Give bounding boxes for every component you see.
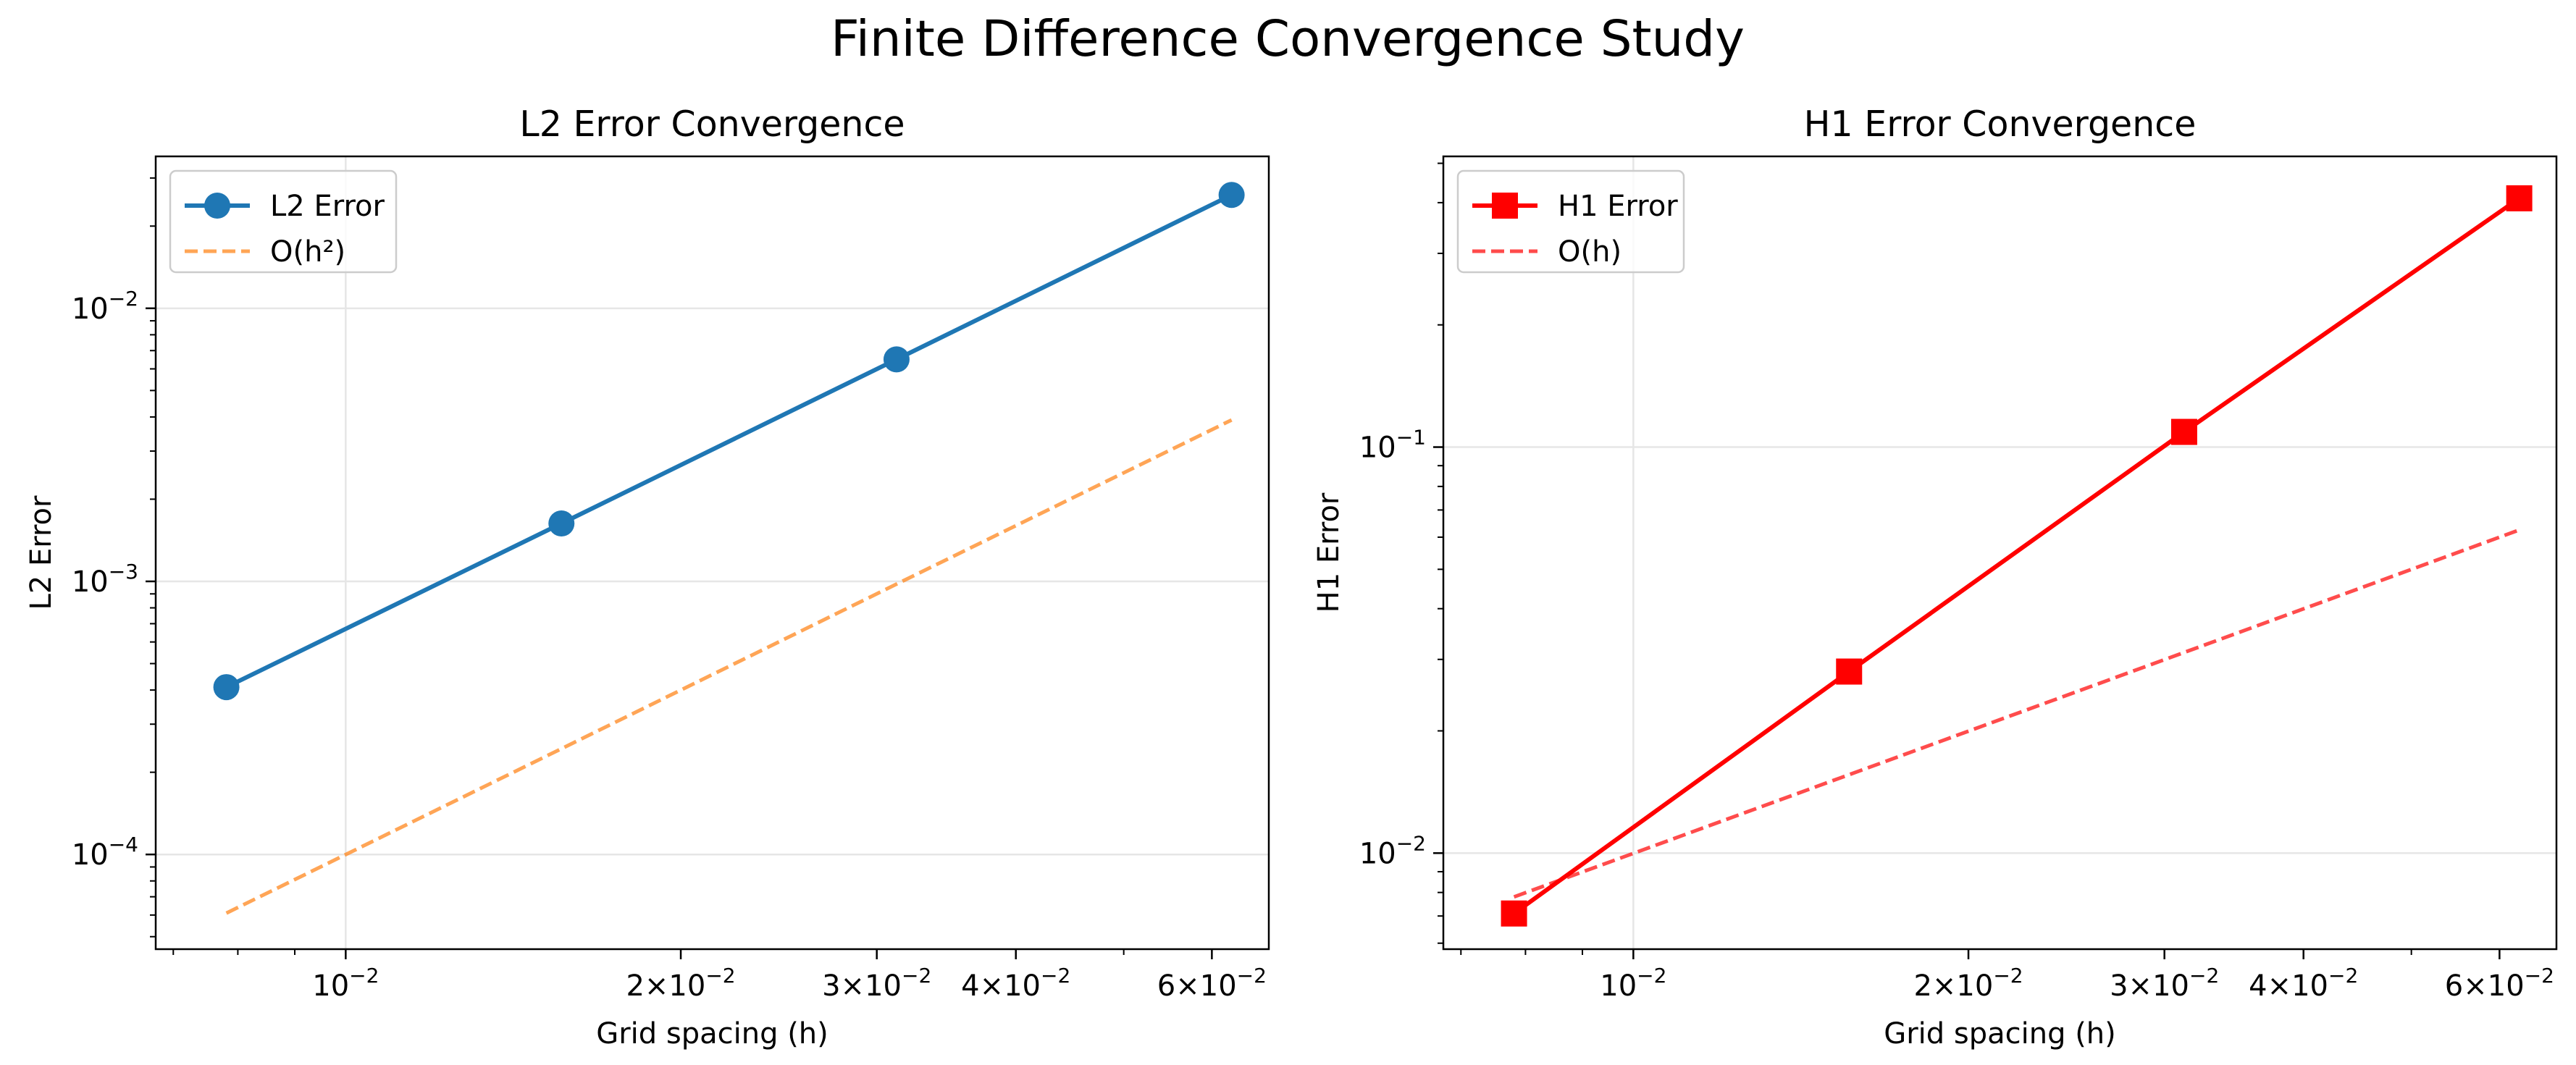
figure-title: Finite Difference Convergence Study xyxy=(831,10,1745,68)
x-tick-label: 10−2 xyxy=(312,964,379,1003)
axes-frame xyxy=(1442,155,2558,951)
data-point xyxy=(2506,185,2533,211)
series-line-1 xyxy=(1513,528,2520,899)
axes-title: L2 Error Convergence xyxy=(519,104,905,145)
y-axis-label: H1 Error xyxy=(1312,492,1346,613)
legend-label: O(h²) xyxy=(270,235,345,269)
series-line-0 xyxy=(225,193,1233,689)
legend-label: L2 Error xyxy=(270,190,385,223)
data-point xyxy=(213,674,240,701)
h1-error-panel: 10−2 2×10−2 3×10−2 4×10−2 6×10−210−210−1H1 E… xyxy=(1312,104,2558,1051)
data-point xyxy=(883,346,910,373)
series-line-0 xyxy=(1512,196,2521,916)
legend-box xyxy=(169,169,398,274)
legend-marker xyxy=(1492,193,1518,219)
axes-frame xyxy=(154,155,1270,951)
data-point xyxy=(2170,418,2197,445)
axes-title: H1 Error Convergence xyxy=(1804,104,2197,145)
x-tick-label: 2×10−2 xyxy=(1913,964,2023,1003)
legend-label: H1 Error xyxy=(1558,190,1678,223)
series-line-1 xyxy=(225,418,1233,915)
x-axis-label: Grid spacing (h) xyxy=(596,1017,828,1051)
x-axis-label: Grid spacing (h) xyxy=(1884,1017,2116,1051)
legend-label: O(h) xyxy=(1558,235,1621,269)
x-tick-label: 10−2 xyxy=(1600,964,1666,1003)
data-point xyxy=(1218,182,1245,209)
data-point xyxy=(548,510,575,536)
data-point xyxy=(1836,658,1863,685)
y-axis-label: L2 Error xyxy=(25,495,58,610)
x-tick-label: 6×10−2 xyxy=(2445,964,2554,1003)
legend-marker xyxy=(204,193,230,219)
data-point xyxy=(1501,900,1527,927)
l2-error-panel: 10−2 2×10−2 3×10−2 4×10−2 6×10−210−410−310−2… xyxy=(25,104,1270,1051)
